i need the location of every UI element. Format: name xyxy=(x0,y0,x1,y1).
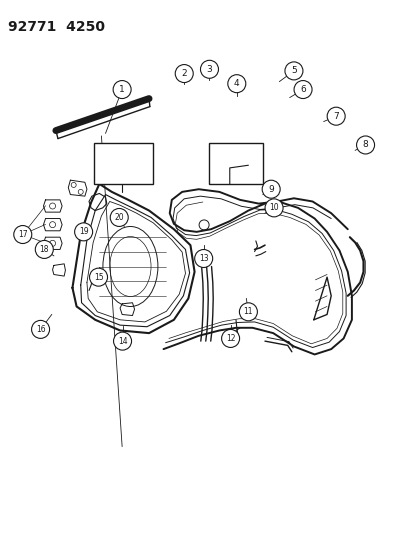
Text: 92771  4250: 92771 4250 xyxy=(8,20,105,34)
Text: 11: 11 xyxy=(243,308,252,316)
Circle shape xyxy=(14,225,32,244)
Text: 3: 3 xyxy=(206,65,212,74)
Circle shape xyxy=(200,60,218,78)
FancyBboxPatch shape xyxy=(94,143,153,184)
Circle shape xyxy=(74,223,93,241)
Circle shape xyxy=(261,180,280,198)
Circle shape xyxy=(284,62,302,80)
Circle shape xyxy=(89,268,107,286)
Text: 10: 10 xyxy=(268,204,278,212)
Circle shape xyxy=(264,199,282,217)
Circle shape xyxy=(31,320,50,338)
Circle shape xyxy=(239,303,257,321)
Text: 7: 7 xyxy=(332,112,338,120)
Circle shape xyxy=(194,249,212,268)
Text: 8: 8 xyxy=(362,141,368,149)
Text: 12: 12 xyxy=(225,334,235,343)
Text: 5: 5 xyxy=(290,67,296,75)
Circle shape xyxy=(326,107,344,125)
Circle shape xyxy=(293,80,311,99)
Text: 9: 9 xyxy=(268,185,273,193)
Circle shape xyxy=(113,332,131,350)
Circle shape xyxy=(227,75,245,93)
Text: 6: 6 xyxy=(299,85,305,94)
Text: 2: 2 xyxy=(181,69,187,78)
FancyBboxPatch shape xyxy=(209,143,262,184)
Circle shape xyxy=(113,80,131,99)
Circle shape xyxy=(175,64,193,83)
Text: 14: 14 xyxy=(117,337,127,345)
Text: 20: 20 xyxy=(114,213,124,222)
Text: 19: 19 xyxy=(78,228,88,236)
Circle shape xyxy=(110,208,128,227)
Text: 18: 18 xyxy=(40,245,49,254)
Text: 4: 4 xyxy=(233,79,239,88)
Text: 1: 1 xyxy=(119,85,125,94)
Circle shape xyxy=(221,329,239,348)
Circle shape xyxy=(35,240,53,259)
Text: 15: 15 xyxy=(93,273,103,281)
Circle shape xyxy=(356,136,374,154)
Text: 13: 13 xyxy=(198,254,208,263)
Text: 17: 17 xyxy=(18,230,28,239)
Text: 16: 16 xyxy=(36,325,45,334)
